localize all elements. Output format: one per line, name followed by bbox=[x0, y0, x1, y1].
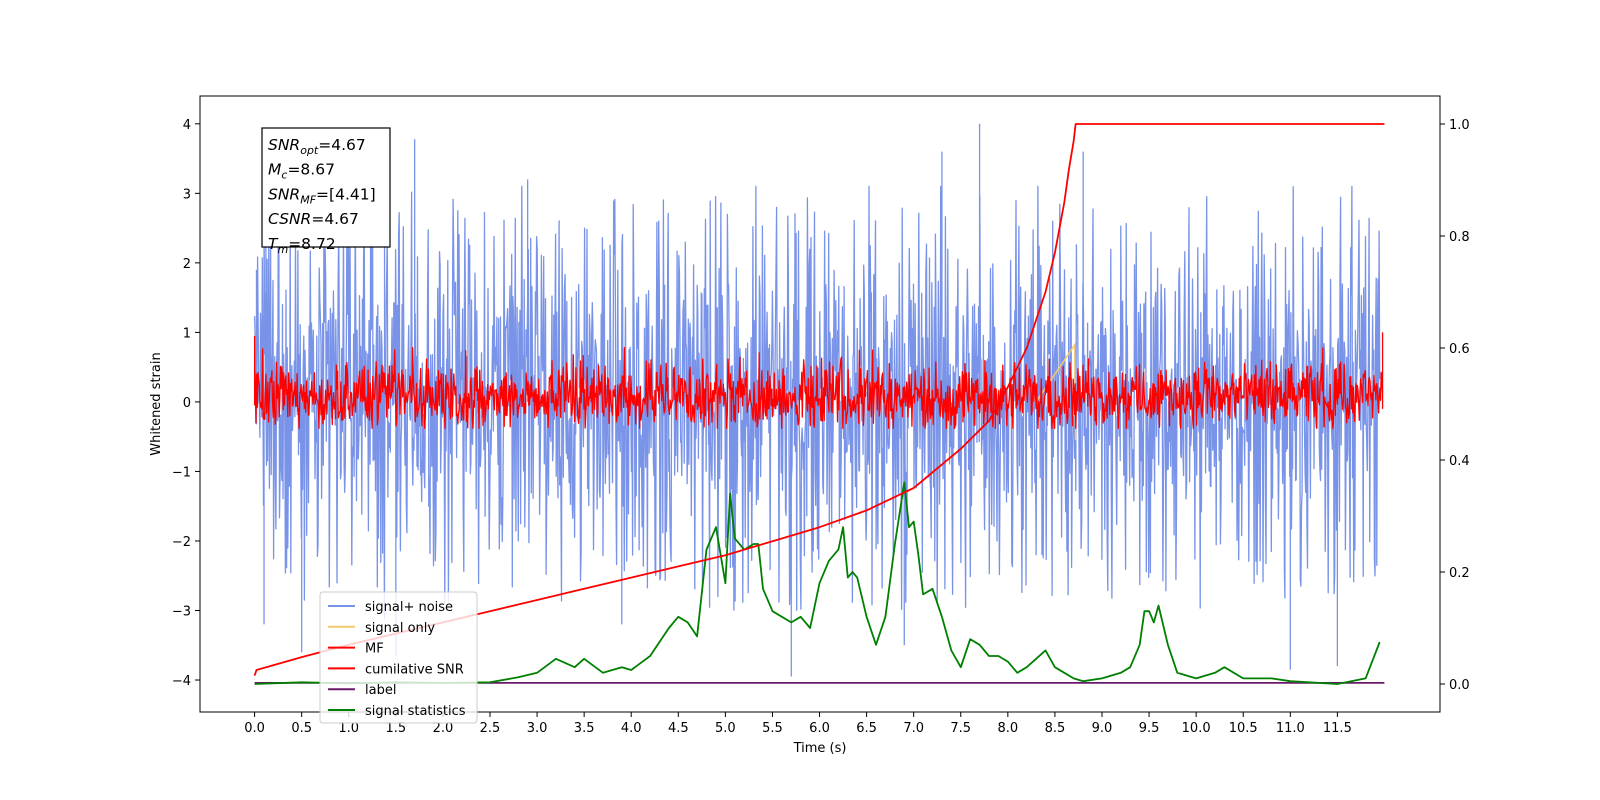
legend-label: cumilative SNR bbox=[365, 662, 464, 677]
y2-tick-label: 0.0 bbox=[1449, 678, 1470, 693]
y-tick-label: −2 bbox=[172, 535, 191, 550]
x-tick-label: 6.0 bbox=[809, 721, 830, 736]
annotation-box: SNRopt=4.67 Mc=8.67 SNRMF=[4.41] CSNR=4.67 T… bbox=[261, 127, 391, 256]
legend-label: signal only bbox=[365, 621, 435, 636]
y-tick-label: −3 bbox=[172, 604, 191, 619]
x-tick-label: 0.5 bbox=[291, 721, 312, 736]
annotation-frame bbox=[261, 127, 391, 248]
y2-tick-label: 0.4 bbox=[1449, 454, 1470, 469]
legend-frame bbox=[319, 591, 478, 724]
x-tick-label: 5.5 bbox=[762, 721, 783, 736]
x-tick-label: 2.5 bbox=[480, 721, 501, 736]
y-tick-label: −4 bbox=[172, 674, 191, 689]
x-axis: 0.0 0.5 1.0 1.5 2.0 2.5 3.0 3.5 4.0 4.5 5.0 5.5 6.0 6… bbox=[244, 712, 1352, 736]
series-mf bbox=[253, 347, 1384, 429]
y2-tick-label: 1.0 bbox=[1449, 118, 1470, 133]
annotation-line: SNRopt=4.67 bbox=[268, 136, 366, 157]
legend: signal+ noise signal only MF cumilative SNR… bbox=[319, 591, 478, 724]
y-axis-left: 4 3 2 1 0 −1 −2 −3 −4 bbox=[172, 118, 200, 689]
y-axis-label: Whitened strain bbox=[149, 352, 164, 455]
x-tick-label: 6.5 bbox=[856, 721, 877, 736]
annotation-line: CSNR=4.67 bbox=[268, 210, 359, 228]
y2-tick-label: 0.6 bbox=[1449, 342, 1470, 357]
x-tick-label: 2.0 bbox=[433, 721, 454, 736]
x-tick-label: 1.5 bbox=[385, 721, 406, 736]
x-tick-label: 8.0 bbox=[997, 721, 1018, 736]
y-axis-right: 1.0 0.8 0.6 0.4 0.2 0.0 bbox=[1440, 118, 1470, 693]
annotation-line: Mc=8.67 bbox=[268, 161, 335, 182]
x-tick-label: 4.5 bbox=[668, 721, 689, 736]
x-tick-label: 10.0 bbox=[1182, 721, 1211, 736]
y-tick-label: 1 bbox=[183, 326, 191, 341]
x-tick-label: 3.5 bbox=[574, 721, 595, 736]
y-tick-label: −1 bbox=[172, 465, 191, 480]
y2-tick-label: 0.2 bbox=[1449, 566, 1470, 581]
y-tick-label: 2 bbox=[183, 257, 191, 272]
x-tick-label: 3.0 bbox=[527, 721, 548, 736]
legend-label: MF bbox=[365, 642, 384, 657]
y2-tick-label: 0.8 bbox=[1449, 230, 1470, 245]
x-tick-label: 0.0 bbox=[244, 721, 265, 736]
x-tick-label: 9.5 bbox=[1139, 721, 1160, 736]
legend-label: label bbox=[365, 683, 396, 698]
x-tick-label: 1.0 bbox=[338, 721, 359, 736]
x-tick-label: 7.5 bbox=[950, 721, 971, 736]
series-signal-statistics bbox=[254, 481, 1381, 685]
legend-label: signal+ noise bbox=[365, 600, 453, 615]
x-tick-label: 11.5 bbox=[1323, 721, 1352, 736]
x-tick-label: 4.0 bbox=[621, 721, 642, 736]
legend-label: signal statistics bbox=[365, 704, 466, 719]
y-tick-label: 4 bbox=[183, 118, 191, 133]
x-tick-label: 10.5 bbox=[1229, 721, 1258, 736]
x-tick-label: 5.0 bbox=[715, 721, 736, 736]
x-tick-label: 8.5 bbox=[1045, 721, 1066, 736]
x-tick-label: 11.0 bbox=[1276, 721, 1305, 736]
annotation-line: SNRMF=[4.41] bbox=[268, 185, 376, 206]
y-tick-label: 3 bbox=[183, 187, 191, 202]
annotation-line: Tm=8.72 bbox=[268, 235, 336, 256]
x-tick-label: 7.0 bbox=[903, 721, 924, 736]
x-axis-label: Time (s) bbox=[793, 741, 847, 756]
y-tick-label: 0 bbox=[183, 396, 191, 411]
x-tick-label: 9.0 bbox=[1092, 721, 1113, 736]
